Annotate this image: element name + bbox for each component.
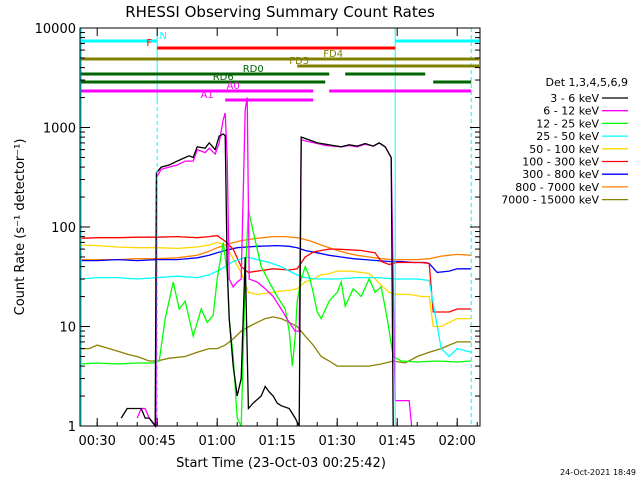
flag-label-4: RD0 — [243, 64, 264, 75]
plot-frame — [79, 27, 481, 427]
series-line-4 — [79, 241, 472, 328]
x-tick-label-3: 01:15 — [258, 434, 295, 449]
chart-title: RHESSI Observing Summary Count Rates — [125, 3, 435, 21]
y-tick-label-0: 1 — [68, 420, 76, 435]
series-line-8 — [80, 316, 472, 367]
x-tick-label-4: 01:30 — [318, 434, 355, 449]
flag-label-1: F — [146, 38, 152, 49]
x-tick-label-2: 01:00 — [198, 434, 235, 449]
legend-label-1: 6 - 12 keV — [543, 105, 599, 118]
generated-timestamp: 24-Oct-2021 18:49 — [560, 468, 636, 477]
x-axis-ticks: 00:30 00:45 01:00 01:15 01:30 01:45 02:00 — [78, 28, 478, 449]
x-tick-label-6: 02:00 — [438, 434, 475, 449]
series-line-1 — [136, 97, 413, 428]
legend-label-5: 100 - 300 keV — [522, 156, 599, 169]
x-tick-label-5: 01:45 — [378, 434, 415, 449]
flag-label-7: A1 — [201, 90, 214, 101]
flag-label-2: FD4 — [323, 49, 343, 60]
series-line-0 — [120, 133, 394, 428]
legend-label-2: 12 - 25 keV — [536, 117, 599, 130]
x-axis-label: Start Time (23-Oct-03 00:25:42) — [176, 456, 386, 471]
legend-label-7: 800 - 7000 keV — [515, 181, 599, 194]
x-tick-label-1: 00:45 — [138, 434, 175, 449]
plot-area — [79, 28, 472, 428]
flag-label-0: N — [159, 31, 166, 42]
series-line-3 — [79, 256, 472, 358]
y-tick-label-2: 100 — [51, 221, 76, 236]
legend-title: Det 1,3,4,5,6,9 — [545, 76, 628, 89]
flag-label-5: RD6 — [213, 72, 234, 83]
legend-label-0: 3 - 6 keV — [550, 92, 599, 105]
x-tick-label-0: 00:30 — [78, 434, 115, 449]
y-axis-label: Count Rate (s⁻¹ detector⁻¹) — [13, 139, 28, 316]
legend-label-4: 50 - 100 keV — [529, 143, 599, 156]
series-line-5 — [79, 234, 472, 313]
flag-label-6: A0 — [227, 81, 240, 92]
series-line-7 — [80, 235, 472, 261]
series-line-2 — [79, 209, 472, 427]
y-axis-ticks: 1 10 100 1000 10000 — [35, 22, 480, 435]
y-tick-label-4: 10000 — [35, 22, 76, 37]
y-tick-label-3: 1000 — [43, 122, 76, 137]
flag-label-3: FD5 — [289, 56, 309, 67]
legend-label-8: 7000 - 15000 keV — [501, 194, 599, 207]
y-tick-label-1: 10 — [59, 321, 76, 336]
legend-label-3: 25 - 50 keV — [536, 130, 599, 143]
legend-label-6: 300 - 800 keV — [522, 168, 599, 181]
